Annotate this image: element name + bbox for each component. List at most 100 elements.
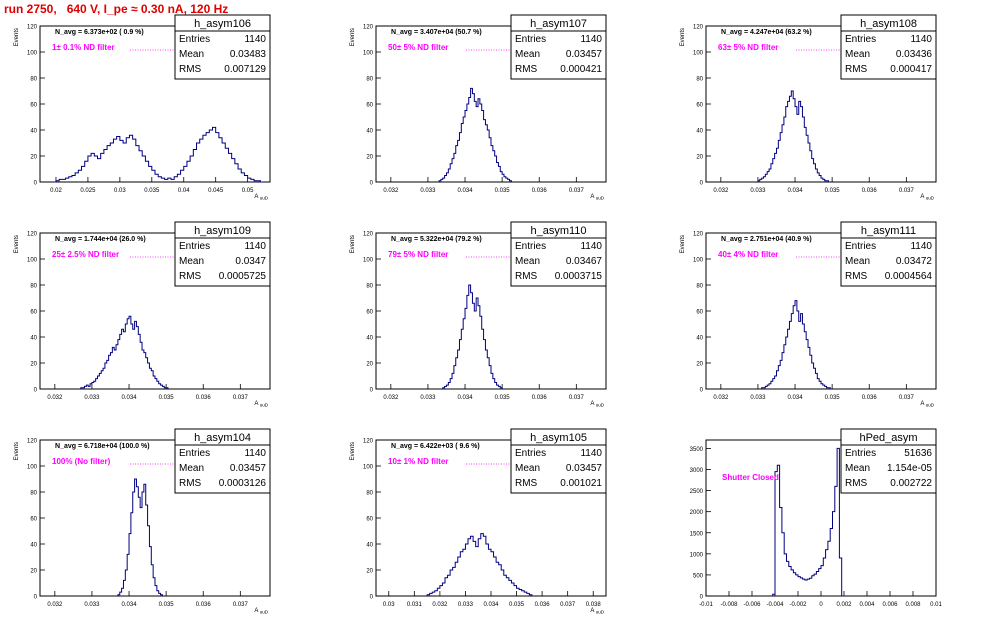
x-tick-label: 0.036 [862, 395, 878, 401]
stats-key: RMS [845, 271, 868, 282]
page-title: run 2750, 640 V, I_pe ≈ 0.30 nA, 120 Hz [4, 2, 229, 16]
navg-label: N_avg = 2.751e+04 (40.9 %) [721, 236, 812, 243]
x-tick-label: 0.032 [713, 395, 729, 401]
x-tick-label: 0.032 [713, 188, 729, 194]
x-tick-label: 0.032 [47, 395, 63, 401]
x-tick-label: 0.035 [509, 602, 525, 608]
x-axis-title-sub: uuD [596, 403, 605, 408]
x-tick-label: 0.035 [159, 395, 175, 401]
x-tick-label: 0.037 [233, 395, 249, 401]
x-tick-label: 0.035 [825, 188, 841, 194]
y-tick-label: 80 [30, 284, 37, 290]
x-tick-label: 0.032 [47, 602, 63, 608]
x-tick-label: -0.004 [766, 602, 784, 608]
stats-value: 0.000421 [560, 64, 602, 75]
x-axis-title: A uuD [254, 401, 268, 408]
stats-title: h_asym106 [194, 18, 251, 30]
y-tick-label: 20 [696, 155, 703, 161]
y-tick-label: 60 [30, 103, 37, 109]
panel-h_asym109: 0 20 40 60 80 100 120 0.032 0.033 0.034 0.035 0.036… [14, 221, 271, 408]
filter-label: 1± 0.1% ND filter [52, 43, 115, 52]
stats-value: 0.002722 [890, 478, 932, 489]
stats-key: Entries [515, 241, 546, 252]
stats-key: Entries [515, 448, 546, 459]
x-axis-title-sub: uuD [260, 196, 269, 201]
stats-value: 0.000417 [890, 64, 932, 75]
stats-title: h_asym109 [194, 225, 251, 237]
y-tick-label: 100 [363, 465, 374, 471]
y-tick-label: 1000 [690, 552, 704, 558]
y-tick-label: 1500 [690, 531, 704, 537]
x-tick-label: 0.032 [432, 602, 448, 608]
x-tick-label: 0.037 [560, 602, 576, 608]
y-tick-label: 80 [366, 284, 373, 290]
y-tick-label: 100 [363, 51, 374, 57]
x-tick-label: 0.034 [122, 395, 138, 401]
stats-value: 0.0347 [235, 256, 266, 267]
stats-value: 1140 [244, 241, 266, 252]
stats-key: Entries [179, 241, 210, 252]
stats-box [840, 221, 937, 287]
y-tick-label: 120 [363, 25, 374, 31]
y-tick-label: 2000 [690, 510, 704, 516]
stats-value: 1140 [580, 448, 602, 459]
stats-value: 1140 [580, 241, 602, 252]
y-tick-label: 120 [363, 232, 374, 238]
stats-title: h_asym111 [861, 225, 916, 237]
stats-value: 1140 [244, 448, 266, 459]
stats-title: h_asym108 [860, 18, 917, 30]
y-tick-label: 80 [366, 491, 373, 497]
x-tick-label: 0.036 [535, 602, 551, 608]
x-tick-label: 0.05 [242, 188, 254, 194]
y-tick-label: 100 [27, 258, 38, 264]
x-tick-label: 0.002 [836, 602, 852, 608]
stats-value: 0.03436 [896, 49, 933, 60]
x-tick-label: 0.033 [750, 395, 766, 401]
stats-value: 0.03457 [230, 463, 267, 474]
y-tick-label: 60 [696, 310, 703, 316]
stats-value: 0.0003126 [219, 478, 267, 489]
filter-label: 79± 5% ND filter [388, 250, 448, 259]
filter-label: 63± 5% ND filter [718, 43, 778, 52]
x-tick-label: 0.037 [233, 602, 249, 608]
y-tick-label: 80 [366, 77, 373, 83]
x-tick-label: 0.036 [532, 188, 548, 194]
stats-key: Entries [179, 448, 210, 459]
stats-key: Mean [515, 256, 540, 267]
y-tick-label: 0 [370, 181, 374, 187]
x-tick-label: 0.03 [383, 602, 395, 608]
stats-value: 1140 [244, 34, 266, 45]
stats-title: h_asym107 [530, 18, 587, 30]
stats-key: Entries [515, 34, 546, 45]
x-tick-label: -0.008 [720, 602, 738, 608]
navg-label: N_avg = 6.373e+02 ( 0.9 %) [55, 29, 144, 36]
stats-title: h_asym105 [530, 432, 587, 444]
x-tick-label: 0.037 [569, 395, 585, 401]
y-tick-label: 120 [27, 439, 38, 445]
stats-key: RMS [179, 64, 202, 75]
x-tick-label: 0.032 [383, 188, 399, 194]
x-tick-label: 0.035 [144, 188, 160, 194]
x-tick-label: 0.033 [84, 602, 100, 608]
x-tick-label: 0.025 [80, 188, 96, 194]
stats-key: RMS [515, 271, 538, 282]
x-tick-label: -0.006 [743, 602, 761, 608]
y-tick-label: 40 [30, 543, 37, 549]
x-tick-label: 0.03 [114, 188, 126, 194]
stats-key: Mean [845, 463, 870, 474]
navg-label: N_avg = 4.247e+04 (63.2 %) [721, 29, 812, 36]
histogram-steps [442, 284, 503, 389]
x-tick-label: 0.035 [495, 188, 511, 194]
y-tick-label: 3000 [690, 468, 704, 474]
x-tick-label: 0.036 [862, 188, 878, 194]
y-tick-label: 80 [696, 77, 703, 83]
filter-label: Shutter Closed [722, 473, 779, 482]
panel-h_asym108: 0 20 40 60 80 100 120 0.032 0.033 0.034 0.035 0.036… [680, 14, 937, 201]
x-tick-label: 0.034 [122, 602, 138, 608]
y-tick-label: 80 [696, 284, 703, 290]
x-tick-label: 0 [819, 602, 823, 608]
stats-key: Entries [845, 34, 876, 45]
filter-label: 100% (No filter) [52, 457, 111, 466]
y-tick-label: 40 [366, 543, 373, 549]
x-tick-label: 0.031 [407, 602, 423, 608]
